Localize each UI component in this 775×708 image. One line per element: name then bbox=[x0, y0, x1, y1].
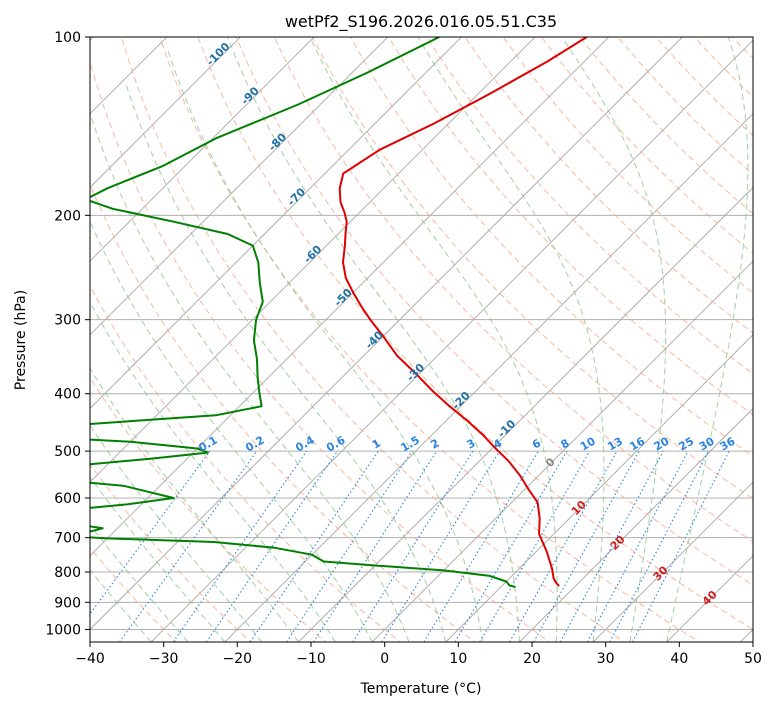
mixing-ratio-line bbox=[172, 450, 308, 642]
moist-adiabat bbox=[90, 220, 373, 642]
isotherm-line bbox=[518, 407, 753, 642]
isotherm-line bbox=[371, 260, 753, 642]
mixing-ratio-line bbox=[533, 450, 640, 642]
isotherm-line bbox=[150, 39, 753, 642]
isotherm-line bbox=[445, 334, 753, 642]
y-tick-label: 600 bbox=[54, 491, 81, 507]
isotherm-line bbox=[90, 37, 610, 557]
isotherm-line bbox=[297, 186, 753, 642]
isotherm-line bbox=[90, 37, 536, 483]
mixing-ratio-line bbox=[352, 450, 474, 642]
mixing-ratio-line bbox=[381, 450, 500, 642]
dry-adiabat bbox=[121, 37, 626, 642]
dewpoint-profile-line bbox=[90, 37, 516, 588]
dry-adiabat bbox=[426, 37, 753, 375]
dry-adiabat bbox=[502, 37, 753, 294]
dry-adiabat bbox=[235, 37, 753, 586]
dry-adiabat bbox=[273, 37, 753, 543]
mixing-ratio-line bbox=[454, 450, 568, 642]
x-tick-label: 40 bbox=[670, 651, 688, 667]
chart-title: wetPf2_S196.2026.016.05.51.C35 bbox=[285, 12, 557, 32]
x-axis-label: Temperature (°C) bbox=[360, 681, 482, 697]
x-tick-label: −10 bbox=[296, 651, 326, 667]
x-tick-label: −20 bbox=[223, 651, 253, 667]
dry-adiabat bbox=[90, 376, 327, 642]
moist-adiabat bbox=[90, 424, 262, 642]
isotherm-line bbox=[592, 481, 753, 642]
moist-adiabat bbox=[417, 37, 605, 642]
mixing-ratio-line bbox=[479, 450, 591, 642]
y-tick-label: 900 bbox=[54, 595, 81, 611]
y-tick-label: 200 bbox=[54, 208, 81, 224]
mixing-ratio-line bbox=[559, 450, 664, 642]
y-tick-label: 400 bbox=[54, 387, 81, 403]
isotherm-line bbox=[90, 37, 463, 410]
moist-adiabat bbox=[90, 301, 336, 642]
background-lines bbox=[90, 37, 753, 642]
moist-adiabat bbox=[90, 569, 152, 642]
x-tick-label: −30 bbox=[149, 651, 179, 667]
y-tick-label: 800 bbox=[54, 565, 81, 581]
moist-adiabat bbox=[125, 83, 447, 642]
plot-frame bbox=[89, 36, 754, 643]
x-tick-label: −40 bbox=[75, 651, 105, 667]
y-axis-label: Pressure (hPa) bbox=[13, 290, 29, 390]
y-tick-label: 300 bbox=[54, 313, 81, 329]
moist-adiabat bbox=[561, 37, 667, 642]
moist-adiabat bbox=[90, 114, 410, 642]
dry-adiabat bbox=[311, 37, 753, 500]
temperature-profile-line bbox=[338, 37, 588, 587]
x-tick-label: 30 bbox=[597, 651, 615, 667]
x-tick-label: 50 bbox=[744, 651, 762, 667]
mixing-ratio-line bbox=[509, 450, 618, 642]
x-tick-label: 0 bbox=[380, 651, 389, 667]
dry-adiabat bbox=[350, 37, 753, 458]
dry-adiabat bbox=[159, 37, 701, 642]
isotherm-line bbox=[224, 113, 753, 642]
moist-adiabat bbox=[90, 367, 299, 642]
moist-adiabat bbox=[167, 49, 484, 642]
y-tick-label: 1000 bbox=[45, 622, 81, 638]
isotherm-line bbox=[90, 37, 242, 189]
isotherm-line bbox=[90, 37, 315, 262]
axis-ticks: −40 −30 −20 −10 0 10 20 30 40 50 100 200 300 400 500 60… bbox=[45, 30, 762, 667]
y-tick-label: 500 bbox=[54, 444, 81, 460]
dry-adiabat bbox=[90, 60, 551, 642]
dry-adiabat bbox=[388, 37, 753, 416]
moist-adiabat bbox=[227, 37, 520, 642]
x-tick-label: 10 bbox=[449, 651, 467, 667]
dry-adiabat bbox=[464, 37, 753, 334]
y-tick-label: 100 bbox=[54, 30, 81, 46]
mixing-ratio-line bbox=[423, 450, 539, 642]
mixing-ratio-line bbox=[313, 450, 438, 642]
mixing-ratio-line bbox=[205, 450, 338, 642]
dry-adiabat bbox=[90, 463, 252, 642]
y-tick-label: 700 bbox=[54, 531, 81, 547]
moist-adiabat bbox=[666, 37, 749, 642]
isotherm-line bbox=[90, 37, 389, 336]
profile-lines bbox=[90, 37, 588, 588]
x-tick-label: 20 bbox=[523, 651, 541, 667]
